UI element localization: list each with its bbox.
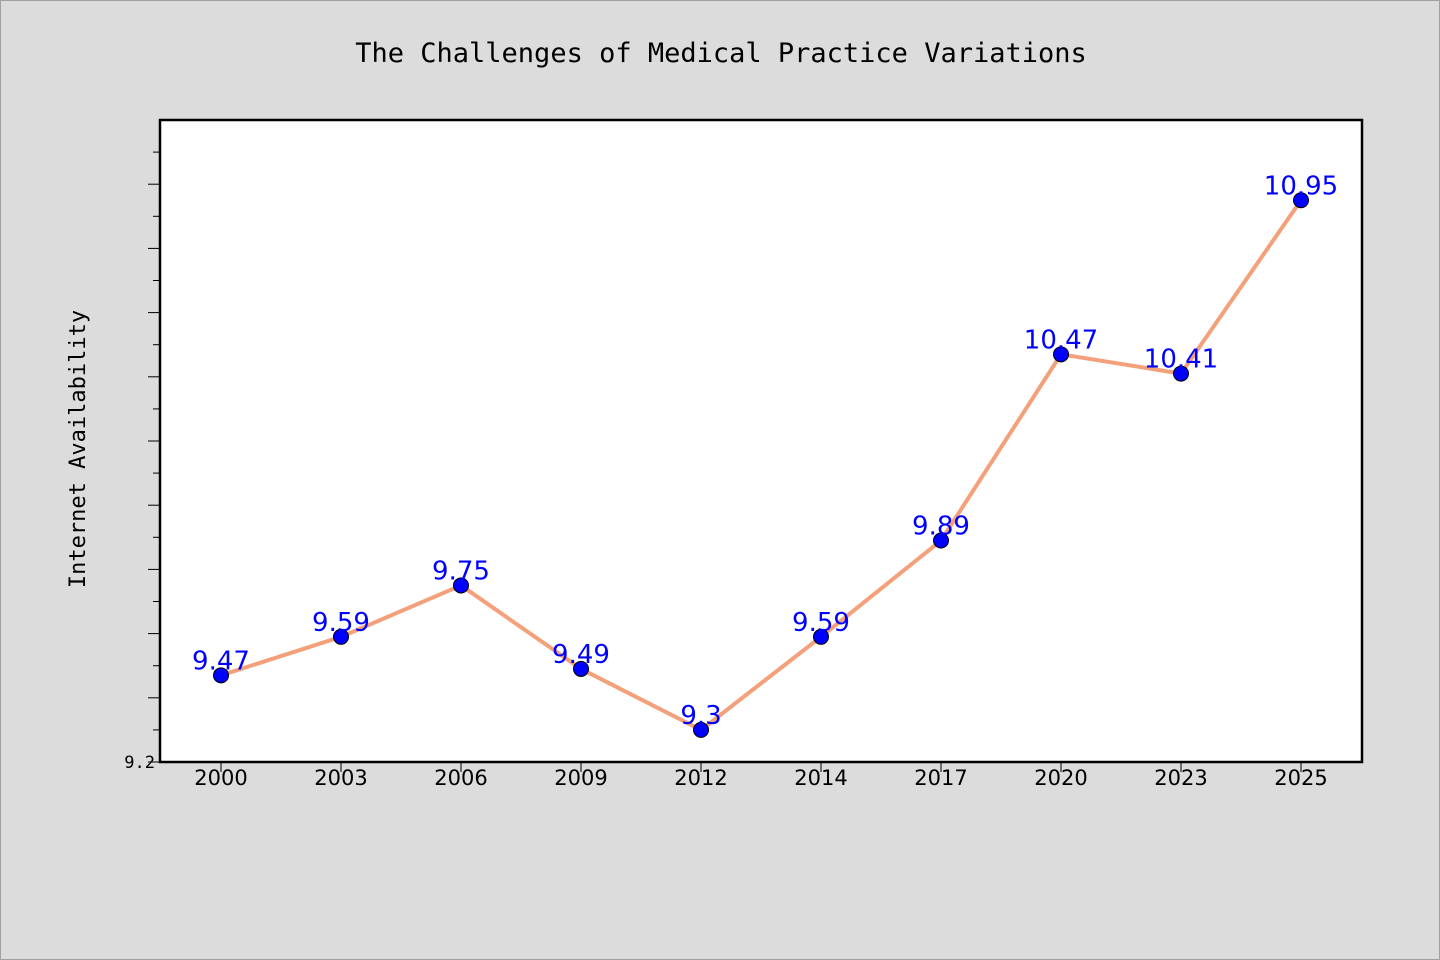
data-label: 10.95 [1264,171,1338,201]
x-tick-label: 2025 [1274,766,1327,790]
x-tick-label: 2023 [1154,766,1207,790]
data-label: 9.75 [432,556,490,586]
data-point [933,532,949,549]
data-point [453,577,469,594]
x-tick-label: 2000 [194,766,247,790]
data-labels: 9.47 9.59 9.75 9.49 9.3 9.59 9.89 10.47 10.41 10.… [192,171,1338,731]
y-axis-ticks: 9.2 [124,151,160,773]
x-tick-label: 2020 [1034,766,1087,790]
data-point [1293,192,1309,209]
y-tick-label: 9.2 [124,753,155,773]
y-axis-label: Internet Availability [66,310,91,588]
data-point [813,628,829,645]
data-label: 9.59 [792,608,850,638]
data-point [573,660,589,677]
data-label: 9.3 [680,701,721,731]
data-point [1053,346,1069,363]
series-line [220,199,1303,732]
plot-area [158,118,1364,764]
data-point [333,628,349,645]
x-axis-ticks: 2000 2003 2006 2009 2012 2014 2017 2020 2023 2025 [194,762,1328,790]
x-tick-label: 2009 [554,766,607,790]
x-tick-label: 2017 [914,766,967,790]
x-tick-label: 2006 [434,766,487,790]
x-tick-label: 2012 [674,766,727,790]
data-point [693,721,709,738]
data-label: 10.47 [1024,325,1098,355]
x-tick-label: 2003 [314,766,367,790]
data-point [1173,365,1189,382]
series-markers [213,192,1309,738]
data-label: 9.59 [312,608,370,638]
data-label: 9.49 [552,640,610,670]
data-label: 9.47 [192,646,250,676]
data-point [213,667,229,684]
chart-title: The Challenges of Medical Practice Varia… [355,38,1087,69]
data-label: 10.41 [1144,345,1218,375]
x-tick-label: 2014 [794,766,847,790]
data-label: 9.89 [912,512,970,542]
